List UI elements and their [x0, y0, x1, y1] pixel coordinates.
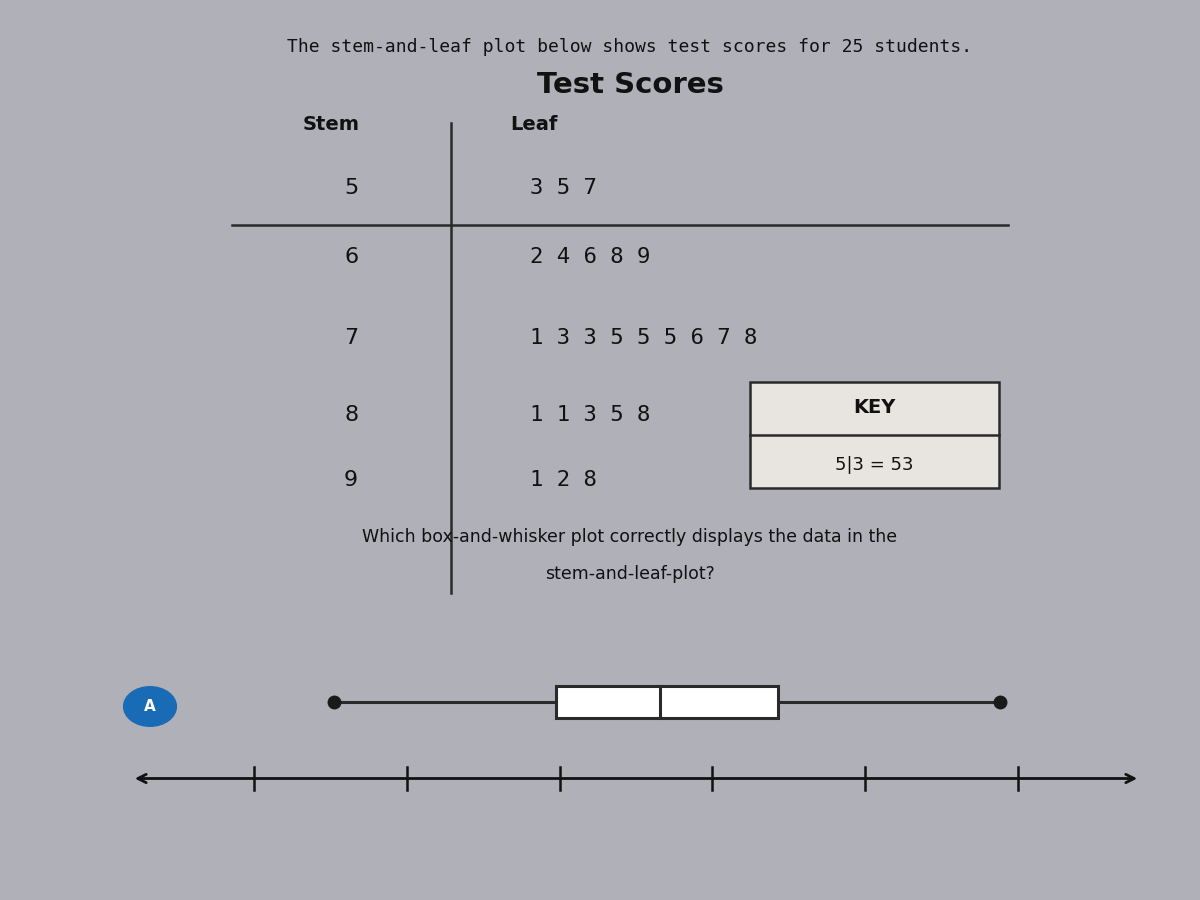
Bar [750, 382, 998, 488]
Text: 2 4 6 8 9: 2 4 6 8 9 [530, 247, 650, 267]
Text: 1 1 3 5 8: 1 1 3 5 8 [530, 405, 650, 425]
Text: A: A [144, 699, 156, 714]
Text: Stem: Stem [302, 115, 360, 134]
Text: The stem-and-leaf plot below shows test scores for 25 students.: The stem-and-leaf plot below shows test … [288, 38, 972, 56]
Text: 6: 6 [344, 247, 358, 267]
Text: 7: 7 [344, 328, 358, 348]
Text: 1 2 8: 1 2 8 [530, 470, 598, 490]
Text: Test Scores: Test Scores [536, 71, 724, 99]
Text: stem-and-leaf-plot?: stem-and-leaf-plot? [545, 565, 715, 583]
Text: Leaf: Leaf [510, 115, 558, 134]
Text: Which box-and-whisker plot correctly displays the data in the: Which box-and-whisker plot correctly dis… [362, 528, 898, 546]
Text: 8: 8 [344, 405, 358, 425]
Text: KEY: KEY [853, 399, 895, 418]
Text: 3 5 7: 3 5 7 [530, 178, 598, 198]
Text: 5: 5 [344, 178, 359, 198]
Text: 9: 9 [344, 470, 358, 490]
Text: 5|3 = 53: 5|3 = 53 [835, 455, 913, 473]
Text: 1 3 3 5 5 5 6 7 8: 1 3 3 5 5 5 6 7 8 [530, 328, 757, 348]
Bar [557, 686, 779, 718]
